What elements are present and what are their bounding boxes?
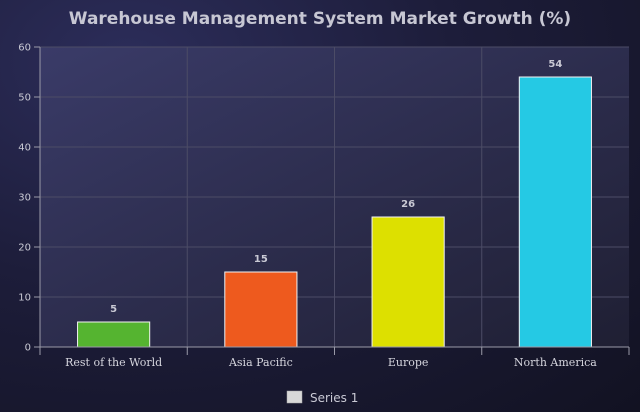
x-tick-label: Asia Pacific: [228, 356, 293, 369]
x-tick-label: Rest of the World: [65, 356, 162, 369]
bar[interactable]: [224, 271, 298, 348]
grid-lines: [40, 46, 629, 348]
bar[interactable]: [518, 76, 592, 348]
x-axis-ticks: Rest of the World Asia Pacific Europe North…: [65, 356, 597, 369]
y-tick-label: 40: [18, 143, 31, 154]
y-tick-label: 60: [18, 43, 31, 54]
bar-value-label: 5: [110, 304, 117, 315]
legend-swatch: [286, 390, 303, 404]
y-axis-ticks: 0 10 20 30 40 50 60: [18, 43, 31, 354]
data-labels: 5 15 26 54: [110, 59, 562, 315]
axes: [34, 46, 630, 355]
bar-value-label: 15: [254, 254, 268, 265]
bar[interactable]: [371, 216, 445, 348]
legend-label: Series 1: [310, 391, 358, 405]
y-tick-label: 10: [18, 293, 31, 304]
bar[interactable]: [77, 321, 151, 348]
y-tick-label: 0: [25, 343, 31, 354]
bars: [77, 76, 592, 348]
chart-title: Warehouse Management System Market Growt…: [69, 9, 571, 29]
bar-value-label: 54: [548, 59, 562, 70]
y-tick-label: 20: [18, 243, 31, 254]
y-tick-label: 30: [18, 193, 31, 204]
y-tick-label: 50: [18, 93, 31, 104]
bar-value-label: 26: [401, 199, 415, 210]
legend[interactable]: Series 1: [286, 390, 358, 405]
x-tick-label: North America: [514, 356, 597, 369]
x-tick-label: Europe: [388, 356, 429, 369]
